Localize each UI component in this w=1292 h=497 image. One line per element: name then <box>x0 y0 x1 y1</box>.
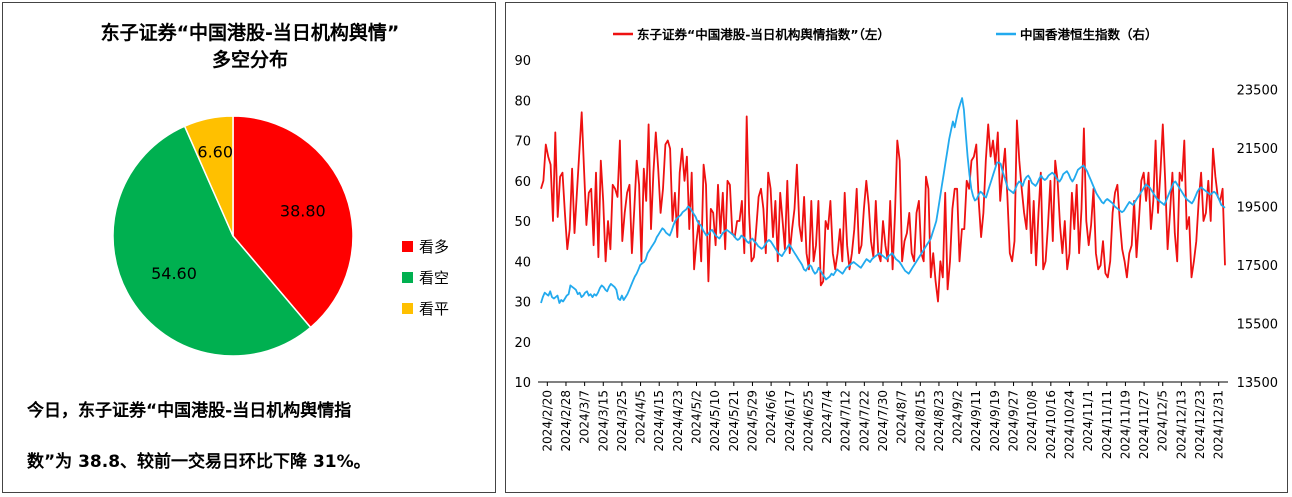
summary-line1: 今日，东子证券“中国港股-当日机构舆情指 <box>27 401 352 421</box>
pie-label-bearish: 54.60 <box>151 264 197 283</box>
y-left-tick-label: 20 <box>514 336 531 351</box>
x-tick-label: 2024/6/6 <box>764 390 778 444</box>
y-right-tick-label: 17500 <box>1237 259 1278 274</box>
x-tick-label: 2024/9/2 <box>951 390 965 444</box>
y-left-tick-label: 30 <box>514 296 531 311</box>
pie-label-neutral: 6.60 <box>197 142 233 161</box>
x-tick-label: 2024/12/5 <box>1156 390 1170 452</box>
series-line-sentiment <box>540 111 1226 303</box>
x-tick-label: 2024/5/21 <box>727 390 741 452</box>
legend-label-sentiment: 东子证券“中国港股-当日机构舆情指数”（左） <box>637 27 890 42</box>
line-chart: 东子证券“中国港股-当日机构舆情指数”（左） 中国香港恒生指数（右） 10 20 30… <box>514 27 1278 459</box>
legend-label-bearish: 看空 <box>419 269 449 287</box>
y-left-tick-label: 50 <box>514 215 531 230</box>
y-left-tick-label: 10 <box>514 376 531 391</box>
x-tick-label: 2024/10/8 <box>1025 390 1039 452</box>
y-left-tick-label: 40 <box>514 255 531 270</box>
x-tick-label: 2024/5/29 <box>745 390 759 452</box>
x-tick-label: 2024/4/23 <box>671 390 685 452</box>
x-tick-label: 2024/10/24 <box>1062 390 1076 459</box>
x-tick-label: 2024/10/16 <box>1044 390 1058 459</box>
pie-title-line2: 多空分布 <box>211 49 288 71</box>
x-tick-label: 2024/2/28 <box>559 390 573 452</box>
x-tick-label: 2024/5/2 <box>690 390 704 444</box>
pie-title-line1: 东子证券“中国港股-当日机构舆情” <box>100 22 400 44</box>
y-right-tick-label: 21500 <box>1237 142 1278 157</box>
x-tick-label: 2024/4/15 <box>652 390 666 452</box>
x-tick-label: 2024/11/11 <box>1100 390 1114 459</box>
x-tick-label: 2024/7/30 <box>876 390 890 452</box>
y-left-tick-label: 80 <box>514 94 531 109</box>
pie-label-bullish: 38.80 <box>280 201 326 220</box>
y-right-tick-label: 13500 <box>1237 376 1278 391</box>
y-left-tick-label: 90 <box>514 54 531 69</box>
series-line-hsi <box>540 97 1226 304</box>
line-chart-panel: 东子证券“中国港股-当日机构舆情指数”（左） 中国香港恒生指数（右） 10 20 30… <box>505 2 1288 493</box>
x-tick-label: 2024/11/19 <box>1118 390 1132 459</box>
legend-label-hsi: 中国香港恒生指数（右） <box>1020 27 1158 42</box>
pie-chart-panel: 东子证券“中国港股-当日机构舆情” 多空分布 38.80 54.60 6.60 看多… <box>2 2 496 493</box>
x-tick-label: 2024/9/19 <box>988 390 1002 452</box>
legend-label-neutral: 看平 <box>419 300 449 318</box>
x-tick-label: 2024/6/17 <box>783 390 797 452</box>
x-tick-label: 2024/4/5 <box>634 390 648 444</box>
pie-slices <box>112 115 354 357</box>
pie-slice-bullish <box>232 115 354 329</box>
y-right-tick-label: 19500 <box>1237 200 1278 215</box>
x-tick-label: 2024/12/23 <box>1193 390 1207 459</box>
x-tick-label: 2024/6/25 <box>801 390 815 452</box>
line-legend: 东子证券“中国港股-当日机构舆情指数”（左） 中国香港恒生指数（右） <box>613 27 1158 42</box>
x-tick-label: 2024/12/13 <box>1174 390 1188 459</box>
x-tick-label: 2024/3/25 <box>615 390 629 452</box>
y-left-tick-label: 70 <box>514 135 531 150</box>
x-tick-label: 2024/11/1 <box>1081 390 1095 452</box>
pie-labels: 38.80 54.60 6.60 <box>151 142 326 282</box>
x-tick-label: 2024/7/4 <box>820 390 834 444</box>
x-tick-label: 2024/3/15 <box>596 390 610 452</box>
x-axis: 2024/2/20 2024/2/28 2024/3/7 2024/3/15 2024/… <box>538 381 1228 459</box>
x-tick-label: 2024/8/7 <box>895 390 909 444</box>
legend-swatch-bearish <box>402 272 413 283</box>
x-tick-label: 2024/7/22 <box>857 390 871 452</box>
x-tick-label: 2024/12/31 <box>1212 390 1226 459</box>
x-tick-label: 2024/11/27 <box>1137 390 1151 459</box>
legend-swatch-neutral <box>402 303 413 314</box>
x-tick-label: 2024/8/15 <box>913 390 927 452</box>
legend-swatch-bullish <box>402 241 413 252</box>
summary-line2: 数”为 38.8、较前一交易日环比下降 31%。 <box>27 452 371 472</box>
y-axis-left: 10 20 30 40 50 60 70 80 90 <box>514 54 531 391</box>
x-tick-label: 2024/8/23 <box>932 390 946 452</box>
x-tick-label: 2024/2/20 <box>540 390 554 452</box>
x-tick-label: 2024/7/12 <box>839 390 853 452</box>
y-axis-right: 13500 15500 17500 19500 21500 23500 <box>1237 83 1278 391</box>
pie-slice-bearish <box>112 125 312 357</box>
x-tick-label: 2024/9/11 <box>969 390 983 452</box>
y-left-tick-label: 60 <box>514 175 531 190</box>
x-tick-label: 2024/3/7 <box>578 390 592 444</box>
series-lines <box>540 97 1226 304</box>
legend-label-bullish: 看多 <box>419 238 449 256</box>
x-tick-label: 2024/5/10 <box>708 390 722 452</box>
y-right-tick-label: 23500 <box>1237 83 1278 98</box>
x-tick-label: 2024/9/27 <box>1007 390 1021 452</box>
y-right-tick-label: 15500 <box>1237 317 1278 332</box>
pie-slice-neutral <box>183 115 234 237</box>
